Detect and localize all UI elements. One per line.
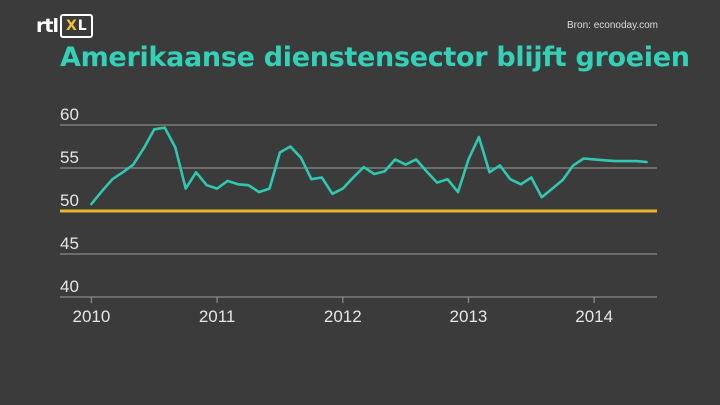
- y-tick-label: 60: [60, 105, 79, 124]
- logo-l-letter: L: [77, 18, 87, 34]
- y-tick-label: 40: [60, 277, 79, 296]
- series-group: [90, 126, 648, 206]
- gridlines: [60, 124, 657, 298]
- x-tick-marks: [90, 297, 595, 303]
- y-tick-label: 50: [60, 191, 79, 210]
- chart-title: Amerikaanse dienstensector blijft groeie…: [60, 42, 690, 73]
- x-tick-label: 2014: [575, 307, 613, 326]
- logo-rtl-text: rtl: [36, 15, 59, 37]
- logo-xl-box: X L: [59, 14, 93, 38]
- x-tick-label: 2013: [450, 307, 488, 326]
- source-credit: Bron: econoday.com: [567, 20, 658, 31]
- y-tick-labels: 40 45 50 55 60: [60, 105, 79, 296]
- series-line-0: [90, 126, 648, 206]
- rtl-xl-logo: rtl X L: [36, 14, 93, 38]
- y-tick-label: 45: [60, 234, 79, 253]
- logo-x-letter: X: [65, 18, 77, 34]
- x-tick-label: 2010: [73, 307, 111, 326]
- x-tick-label: 2011: [199, 307, 236, 326]
- y-tick-label: 55: [60, 148, 79, 167]
- x-tick-label: 2012: [324, 307, 362, 326]
- x-tick-labels: 2010 2011 2012 2013 2014: [73, 307, 614, 326]
